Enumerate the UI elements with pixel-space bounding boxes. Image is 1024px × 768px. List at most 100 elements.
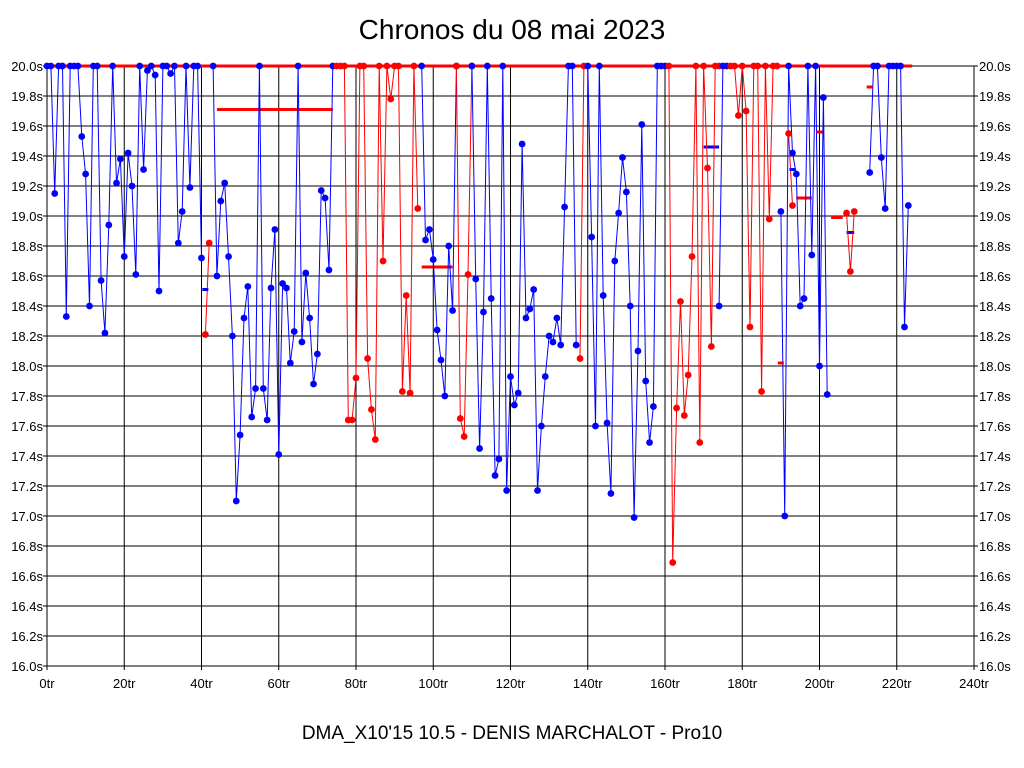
data-point	[128, 182, 136, 190]
data-point	[758, 388, 765, 395]
x-tick-label: 20tr	[113, 676, 136, 691]
data-point	[673, 404, 680, 412]
series-line	[212, 65, 334, 502]
y-tick-label: 16.2s	[11, 629, 43, 644]
data-point	[792, 170, 800, 178]
data-point	[819, 94, 827, 101]
data-point	[232, 497, 240, 505]
y-tick-label: 19.0s	[11, 209, 43, 224]
data-point	[429, 256, 437, 263]
series-line	[579, 65, 585, 359]
data-point	[476, 445, 483, 452]
data-point	[626, 302, 634, 310]
data-point	[650, 403, 657, 410]
data-point	[186, 184, 194, 191]
data-point	[646, 439, 653, 446]
y-tick-label: 17.8s	[979, 389, 1011, 404]
data-point	[294, 62, 302, 70]
data-point	[275, 451, 283, 458]
data-point	[341, 62, 348, 70]
y-tick-label: 20.0s	[979, 59, 1011, 74]
data-point	[773, 62, 781, 70]
data-point	[762, 62, 769, 70]
data-point	[499, 62, 507, 70]
data-point	[530, 286, 538, 293]
y-tick-label: 19.2s	[979, 179, 1011, 194]
data-point	[850, 208, 858, 215]
data-point	[59, 62, 66, 70]
data-point	[785, 62, 792, 70]
x-tick-label: 40tr	[190, 676, 213, 691]
data-point	[147, 62, 155, 70]
y-tick-label: 18.4s	[11, 299, 43, 314]
data-point	[221, 179, 229, 187]
data-point	[901, 323, 908, 331]
y-tick-label: 19.0s	[979, 209, 1011, 224]
data-point	[132, 271, 140, 278]
data-point	[97, 277, 105, 284]
data-point	[286, 359, 294, 367]
data-point	[789, 149, 796, 157]
data-point	[514, 389, 522, 397]
x-tick-label: 140tr	[573, 676, 603, 691]
data-point	[765, 215, 773, 223]
data-point	[163, 62, 171, 70]
y-tick-label: 18.6s	[11, 269, 43, 284]
data-point	[352, 374, 360, 382]
data-point	[217, 197, 225, 205]
data-point	[742, 107, 750, 115]
x-tick-label: 80tr	[345, 676, 368, 691]
data-point	[619, 154, 626, 161]
data-point	[472, 275, 480, 283]
data-point	[310, 380, 317, 388]
x-tick-label: 220tr	[882, 676, 912, 691]
data-point	[445, 242, 453, 250]
data-point	[371, 436, 379, 443]
data-point	[843, 209, 850, 217]
data-point	[677, 298, 684, 305]
data-point	[298, 338, 306, 346]
y-tick-label: 16.8s	[11, 539, 43, 554]
data-point	[348, 416, 356, 424]
y-tick-label: 18.2s	[979, 329, 1011, 344]
data-point	[248, 413, 256, 421]
data-point	[487, 295, 495, 302]
y-tick-label: 18.8s	[11, 239, 43, 254]
data-point	[480, 308, 487, 316]
data-point	[576, 355, 584, 362]
data-point	[804, 62, 812, 70]
data-point	[808, 251, 816, 259]
data-point	[522, 314, 530, 322]
data-point	[592, 422, 599, 430]
data-point	[306, 314, 314, 322]
data-point	[229, 332, 236, 340]
data-point	[124, 149, 132, 157]
data-point	[607, 490, 615, 497]
series-line	[421, 65, 457, 397]
x-tick-labels: 0tr 20tr 40tr 60tr 80tr 100tr 120tr 140tr 160tr 1…	[39, 676, 989, 691]
data-point	[847, 268, 854, 275]
data-point	[317, 187, 325, 194]
data-point	[360, 62, 368, 70]
data-point	[777, 208, 785, 215]
chart-subtitle: DMA_X10'15 10.5 - DENIS MARCHALOT - Pro1…	[301, 723, 723, 744]
data-point	[634, 347, 642, 355]
y-tick-label: 16.6s	[11, 569, 43, 584]
y-tick-label: 19.6s	[11, 119, 43, 134]
data-point	[86, 302, 93, 310]
y-tick-label: 18.0s	[979, 359, 1011, 374]
data-point	[236, 431, 244, 439]
data-point	[259, 385, 267, 392]
y-tick-label: 19.8s	[11, 89, 43, 104]
series-group	[43, 62, 912, 566]
y-tick-labels-left: 16.0s 16.2s 16.4s 16.6s 16.8s 17.0s 17.2s 17.4s…	[11, 59, 43, 674]
data-point	[256, 62, 263, 70]
data-point	[731, 62, 738, 70]
data-point	[182, 62, 190, 70]
series-line	[846, 211, 855, 272]
data-point	[78, 133, 86, 140]
data-point	[144, 67, 151, 74]
data-point	[534, 487, 541, 494]
data-point	[93, 62, 101, 70]
